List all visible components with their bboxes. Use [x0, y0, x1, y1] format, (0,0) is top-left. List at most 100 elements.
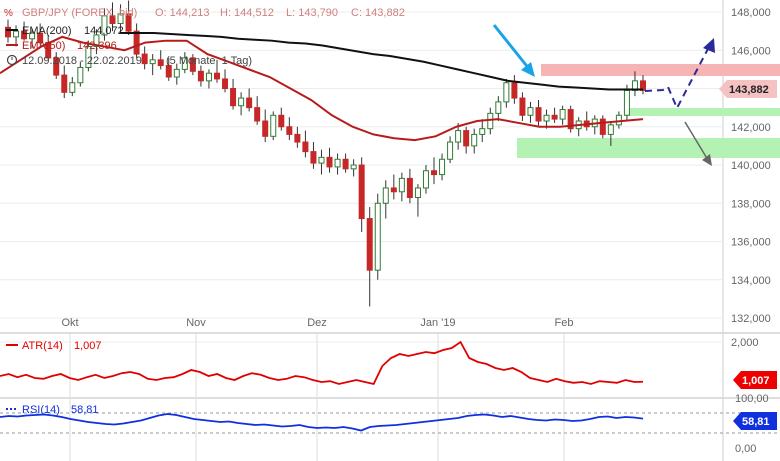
ohlc-close: C: 143,882 [351, 7, 405, 19]
price-tick-label: 140,000 [731, 160, 771, 172]
candle-body [511, 82, 518, 99]
time-axis-labels: Okt Nov Dez Jan '19 Feb [61, 317, 573, 329]
forecast-path-arrow-icon [644, 44, 711, 111]
rsi-value: 58,81 [71, 404, 99, 416]
candle-body [503, 82, 510, 103]
candle-body [286, 126, 293, 135]
candle-body [463, 130, 470, 147]
candle-body [302, 141, 309, 153]
rsi-value-badge [733, 412, 777, 430]
candle-body [5, 26, 11, 38]
support-zone-lower [517, 138, 780, 158]
rsi-tick-label: 100,00 [735, 393, 769, 405]
candle-body [222, 78, 229, 89]
candle-body [422, 170, 429, 189]
grey-arrowhead-icon [702, 154, 712, 166]
candle-body [350, 164, 357, 170]
candle-body [447, 141, 454, 160]
candle-body [141, 53, 148, 65]
candle-body [93, 34, 100, 47]
candle-body [173, 68, 180, 78]
candle-body [133, 30, 140, 55]
candle-body [535, 107, 542, 122]
candle-body [374, 202, 381, 271]
candle-body [334, 158, 341, 168]
candle-body [559, 109, 566, 120]
candle-body [439, 158, 446, 176]
candle-body [599, 118, 606, 135]
candle-body [197, 70, 204, 82]
ohlc-high: H: 144,512 [220, 7, 274, 19]
grey-arrow-icon [684, 121, 709, 161]
ohlc-open: O: 144,213 [155, 7, 209, 19]
candle-body [85, 45, 92, 68]
rsi-line [0, 413, 644, 432]
candle-body [109, 15, 116, 24]
candle-body [149, 59, 156, 65]
candle-body [398, 177, 405, 193]
symbol-line: GBP/JPY (FOREX, bid) [22, 7, 137, 19]
candle-body [366, 218, 373, 271]
candle-body [69, 82, 76, 93]
rsi-badge-value: 58,81 [742, 416, 770, 428]
candle-body [294, 133, 301, 143]
candle-body [471, 133, 478, 147]
candle-body [615, 114, 622, 126]
cyan-arrow-icon [492, 24, 532, 71]
resistance-zone [541, 64, 780, 76]
price-tick-label: 134,000 [731, 275, 771, 287]
candle-body [519, 97, 526, 116]
candle-body [157, 59, 164, 67]
forecast-arrowhead-icon [703, 38, 715, 53]
cyan-arrowhead-icon [521, 62, 535, 77]
candle-body [238, 97, 245, 107]
candle-body [310, 151, 317, 164]
candle-body [479, 128, 486, 135]
ema-lines [0, 32, 644, 142]
candle-body [270, 114, 277, 137]
rsi-tick-label: 0,00 [735, 443, 756, 455]
candle-body [382, 187, 389, 204]
candle-body [607, 124, 614, 135]
currency-pair-icon: % [4, 8, 13, 19]
atr-tick-label: 2,000 [731, 337, 759, 349]
time-tick-label: Okt [61, 317, 78, 329]
candle-body [13, 30, 20, 38]
candle-body [29, 32, 36, 40]
rsi-label: RSI(14) [22, 404, 60, 416]
last-price-badge [719, 80, 777, 98]
ema200-line [120, 32, 643, 91]
candle-body [230, 88, 237, 107]
candle-body [101, 15, 108, 36]
price-tick-label: 132,000 [731, 313, 771, 325]
candle-body [414, 187, 421, 199]
time-tick-label: Nov [186, 317, 206, 329]
candle-body [246, 97, 253, 109]
ema200-value: 144,072 [84, 25, 124, 37]
candle-body [390, 187, 397, 193]
candlesticks [5, 0, 646, 307]
atr-line [0, 340, 644, 386]
candle-body [213, 72, 220, 80]
candle-body [37, 32, 44, 44]
candle-body [61, 74, 68, 93]
ema50-value: 142,396 [77, 40, 117, 52]
candle-body [318, 156, 325, 164]
candle-body [623, 89, 630, 116]
candle-body [165, 65, 172, 78]
atr-panel: 2,000 [0, 337, 759, 386]
candle-body [278, 114, 285, 128]
atr-badge-value: 1,007 [742, 375, 770, 387]
candle-body [455, 130, 462, 143]
price-tick-label: 148,000 [731, 7, 771, 19]
candle-body [77, 66, 84, 84]
price-tick-label: 142,000 [731, 122, 771, 134]
candle-body [262, 120, 269, 137]
candle-body [543, 114, 550, 122]
candle-body [431, 170, 438, 176]
candle-body [358, 164, 365, 220]
candle-body [254, 107, 261, 122]
price-tick-label: 138,000 [731, 198, 771, 210]
grid-lines [0, 11, 723, 461]
